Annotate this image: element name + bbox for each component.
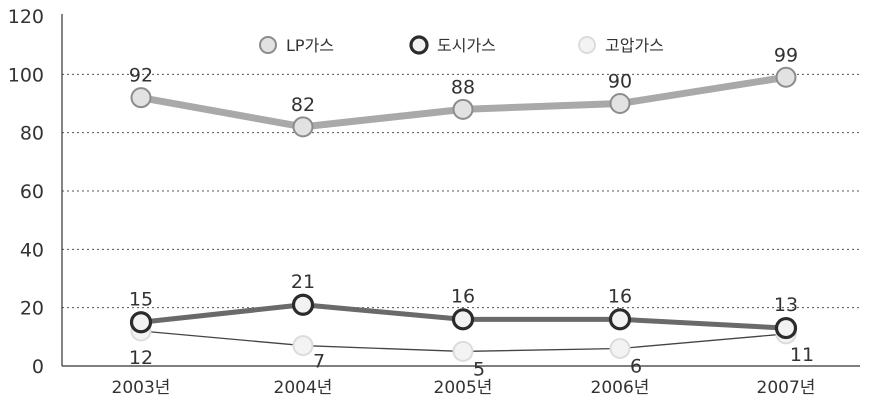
data-point	[130, 87, 152, 109]
legend-item: 고압가스	[578, 36, 664, 55]
data-label: 12	[129, 347, 153, 369]
legend-label: 고압가스	[605, 36, 664, 55]
data-point	[608, 308, 632, 331]
x-tick-labels: 2003년 2004년 2005년 2006년 2007년	[112, 378, 816, 398]
series-2	[129, 293, 798, 340]
data-point	[452, 340, 474, 362]
y-tick-labels: 0 20 40 60 80 100 120	[8, 6, 44, 378]
data-label: 99	[774, 44, 798, 66]
data-label: 88	[451, 76, 475, 98]
data-label: 6	[630, 356, 642, 378]
series	[129, 66, 798, 362]
x-tick-label: 2005년	[434, 378, 493, 398]
data-point	[609, 338, 631, 359]
data-label: 16	[608, 285, 632, 307]
x-tick-label: 2006년	[591, 378, 650, 398]
legend-marker	[578, 36, 596, 54]
data-point	[129, 311, 153, 334]
data-label: 21	[291, 271, 315, 293]
y-tick-label: 100	[8, 64, 44, 86]
series-1	[130, 66, 797, 138]
y-tick-label: 20	[20, 298, 44, 320]
x-tick-label: 2004년	[274, 378, 333, 398]
data-label: 82	[291, 94, 315, 116]
y-tick-label: 40	[20, 239, 44, 261]
data-label: 92	[129, 65, 153, 87]
x-tick-label: 2003년	[112, 378, 171, 398]
legend-marker	[259, 36, 277, 54]
data-label: 11	[790, 344, 814, 366]
data-label: 15	[129, 288, 153, 310]
data-point	[292, 335, 314, 357]
data-labels: 92 82 88 90 99 15 21 16 16 13 12 7 5 6 11	[129, 44, 814, 380]
y-tick-label: 80	[20, 123, 44, 145]
data-point	[609, 93, 631, 114]
data-point	[292, 116, 314, 138]
data-point	[291, 293, 315, 316]
data-point	[451, 308, 475, 331]
data-label: 5	[473, 358, 485, 380]
grid-lines	[62, 73, 860, 309]
data-point	[774, 316, 798, 340]
data-label: 90	[608, 71, 632, 93]
legend-label: LP가스	[286, 36, 334, 55]
y-tick-label: 0	[32, 356, 44, 378]
legend-item: LP가스	[259, 36, 334, 55]
data-point	[452, 98, 474, 120]
legend-marker	[409, 35, 429, 55]
axes	[61, 14, 860, 367]
legend-item: 도시가스	[409, 35, 496, 55]
data-label: 7	[313, 351, 325, 373]
y-tick-label: 60	[20, 181, 44, 203]
legend: LP가스 도시가스 고압가스	[259, 35, 664, 55]
x-tick-label: 2007년	[757, 378, 816, 398]
y-tick-label: 120	[8, 6, 44, 28]
data-label: 13	[774, 294, 798, 316]
legend-label: 도시가스	[437, 36, 496, 55]
data-point	[775, 66, 797, 88]
data-label: 16	[451, 285, 475, 307]
